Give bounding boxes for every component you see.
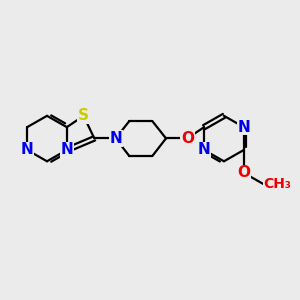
Text: N: N	[21, 142, 34, 158]
Text: N: N	[237, 120, 250, 135]
Text: O: O	[181, 131, 194, 146]
Text: CH₃: CH₃	[264, 177, 292, 191]
Text: S: S	[78, 108, 89, 123]
Text: N: N	[198, 142, 211, 158]
Text: N: N	[109, 131, 122, 146]
Text: O: O	[237, 165, 250, 180]
Text: N: N	[61, 142, 73, 158]
